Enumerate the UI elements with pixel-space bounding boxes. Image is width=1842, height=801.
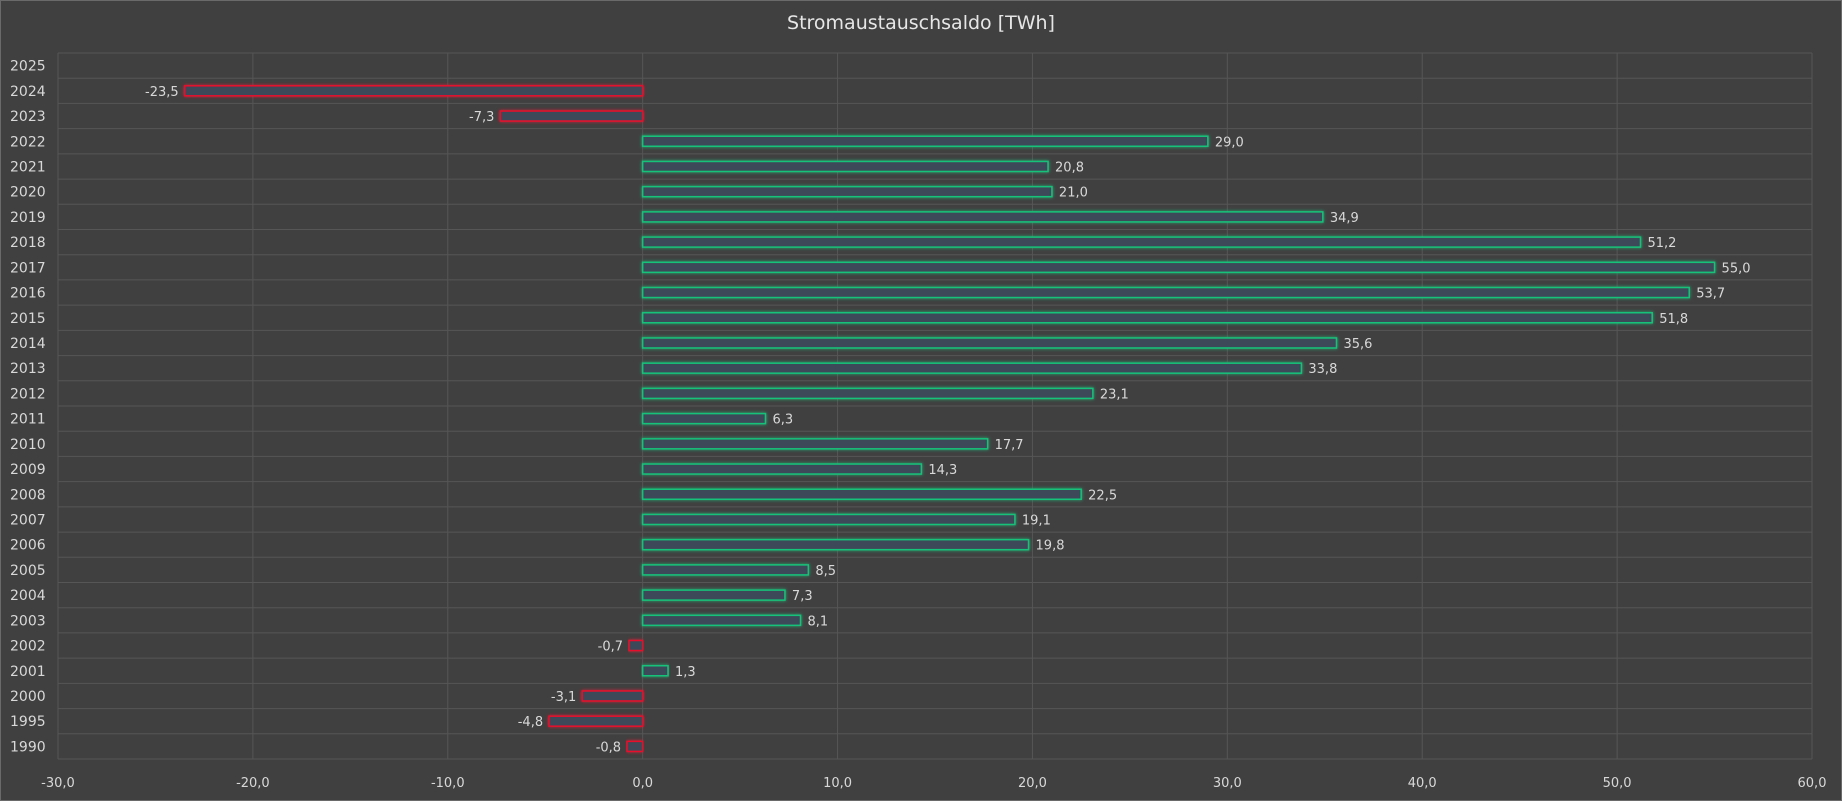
bar bbox=[641, 362, 1303, 374]
x-tick-label: 60,0 bbox=[1798, 776, 1827, 791]
y-tick-label: 1995 bbox=[10, 714, 46, 730]
bar bbox=[581, 690, 644, 702]
y-tick-label: 2019 bbox=[10, 210, 46, 226]
data-label: 19,8 bbox=[1036, 539, 1065, 554]
y-tick-label: 2004 bbox=[10, 588, 46, 604]
bar bbox=[641, 211, 1324, 223]
y-tick-label: 2016 bbox=[10, 286, 46, 302]
x-tick-label: -20,0 bbox=[236, 776, 270, 791]
y-tick-label: 2017 bbox=[10, 260, 46, 276]
data-label: 23,1 bbox=[1100, 387, 1129, 402]
bar bbox=[641, 488, 1082, 500]
y-tick-label: 2022 bbox=[10, 134, 46, 150]
y-tick-label: 2021 bbox=[10, 159, 46, 175]
x-tick-label: -10,0 bbox=[431, 776, 465, 791]
data-label: 6,3 bbox=[772, 413, 793, 428]
data-label: -7,3 bbox=[469, 110, 494, 125]
y-tick-label: 2007 bbox=[10, 512, 46, 528]
data-label: 19,1 bbox=[1022, 513, 1051, 528]
bar bbox=[641, 286, 1690, 299]
y-tick-label: 2015 bbox=[10, 311, 46, 327]
y-tick-label: 2010 bbox=[10, 437, 46, 453]
y-tick-label: 2012 bbox=[10, 386, 46, 402]
data-label: 51,2 bbox=[1647, 236, 1676, 251]
data-label: 29,0 bbox=[1215, 135, 1244, 150]
x-tick-label: 10,0 bbox=[823, 776, 852, 791]
data-label: -0,8 bbox=[596, 740, 621, 755]
data-label: 7,3 bbox=[792, 589, 813, 604]
bar bbox=[641, 589, 786, 601]
data-label: 8,1 bbox=[808, 614, 829, 629]
y-tick-label: 2025 bbox=[10, 59, 46, 75]
y-tick-label: 1990 bbox=[10, 739, 46, 755]
data-label: 21,0 bbox=[1059, 186, 1088, 201]
x-tick-label: 30,0 bbox=[1213, 776, 1242, 791]
data-label: 34,9 bbox=[1330, 211, 1359, 226]
bar bbox=[641, 538, 1030, 551]
y-tick-label: 2024 bbox=[10, 84, 46, 100]
bar bbox=[641, 387, 1094, 400]
y-tick-label: 2020 bbox=[10, 185, 46, 201]
bar bbox=[641, 135, 1209, 147]
bar bbox=[641, 513, 1016, 526]
bar bbox=[641, 337, 1338, 349]
data-label: 53,7 bbox=[1696, 287, 1725, 302]
bar bbox=[641, 412, 767, 425]
y-tick-label: 2013 bbox=[10, 361, 46, 377]
y-tick-label: 2001 bbox=[10, 664, 46, 680]
bar bbox=[641, 160, 1049, 173]
bar bbox=[641, 564, 810, 576]
chart-title: Stromaustauschsaldo [TWh] bbox=[787, 12, 1055, 34]
data-label: 51,8 bbox=[1659, 312, 1688, 327]
x-tick-label: 40,0 bbox=[1408, 776, 1437, 791]
y-tick-label: 2018 bbox=[10, 235, 46, 251]
data-label: -23,5 bbox=[145, 85, 179, 100]
data-label: -0,7 bbox=[598, 640, 623, 655]
y-tick-label: 2003 bbox=[10, 613, 46, 629]
bar bbox=[641, 261, 1716, 274]
data-label: 1,3 bbox=[675, 665, 696, 680]
data-label: 35,6 bbox=[1343, 337, 1372, 352]
y-tick-label: 2011 bbox=[10, 412, 46, 428]
bar bbox=[499, 110, 644, 122]
bar bbox=[641, 312, 1653, 324]
data-label: 55,0 bbox=[1722, 261, 1751, 276]
x-tick-label: -30,0 bbox=[41, 776, 75, 791]
bar bbox=[641, 463, 923, 475]
data-label: -3,1 bbox=[551, 690, 576, 705]
bar bbox=[548, 715, 644, 727]
bar bbox=[641, 614, 802, 627]
data-label: 14,3 bbox=[928, 463, 957, 478]
data-label: 22,5 bbox=[1088, 488, 1117, 503]
bar bbox=[626, 740, 644, 753]
y-tick-label: 2005 bbox=[10, 563, 46, 579]
x-tick-label: 0,0 bbox=[632, 776, 653, 791]
y-tick-label: 2002 bbox=[10, 639, 46, 655]
data-label: 17,7 bbox=[995, 438, 1024, 453]
y-tick-label: 2006 bbox=[10, 538, 46, 554]
data-label: 8,5 bbox=[815, 564, 836, 579]
bar bbox=[641, 438, 989, 450]
bar bbox=[183, 85, 644, 97]
y-tick-label: 2009 bbox=[10, 462, 46, 478]
y-tick-label: 2008 bbox=[10, 487, 46, 503]
bar bbox=[628, 639, 644, 652]
data-label: 20,8 bbox=[1055, 160, 1084, 175]
y-tick-label: 2000 bbox=[10, 689, 46, 705]
data-label: -4,8 bbox=[518, 715, 543, 730]
y-tick-label: 2023 bbox=[10, 109, 46, 125]
bar bbox=[641, 236, 1642, 248]
x-tick-label: 20,0 bbox=[1018, 776, 1047, 791]
bar bbox=[641, 665, 669, 677]
bar bbox=[641, 185, 1053, 198]
y-tick-label: 2014 bbox=[10, 336, 46, 352]
x-tick-label: 50,0 bbox=[1603, 776, 1632, 791]
data-label: 33,8 bbox=[1308, 362, 1337, 377]
